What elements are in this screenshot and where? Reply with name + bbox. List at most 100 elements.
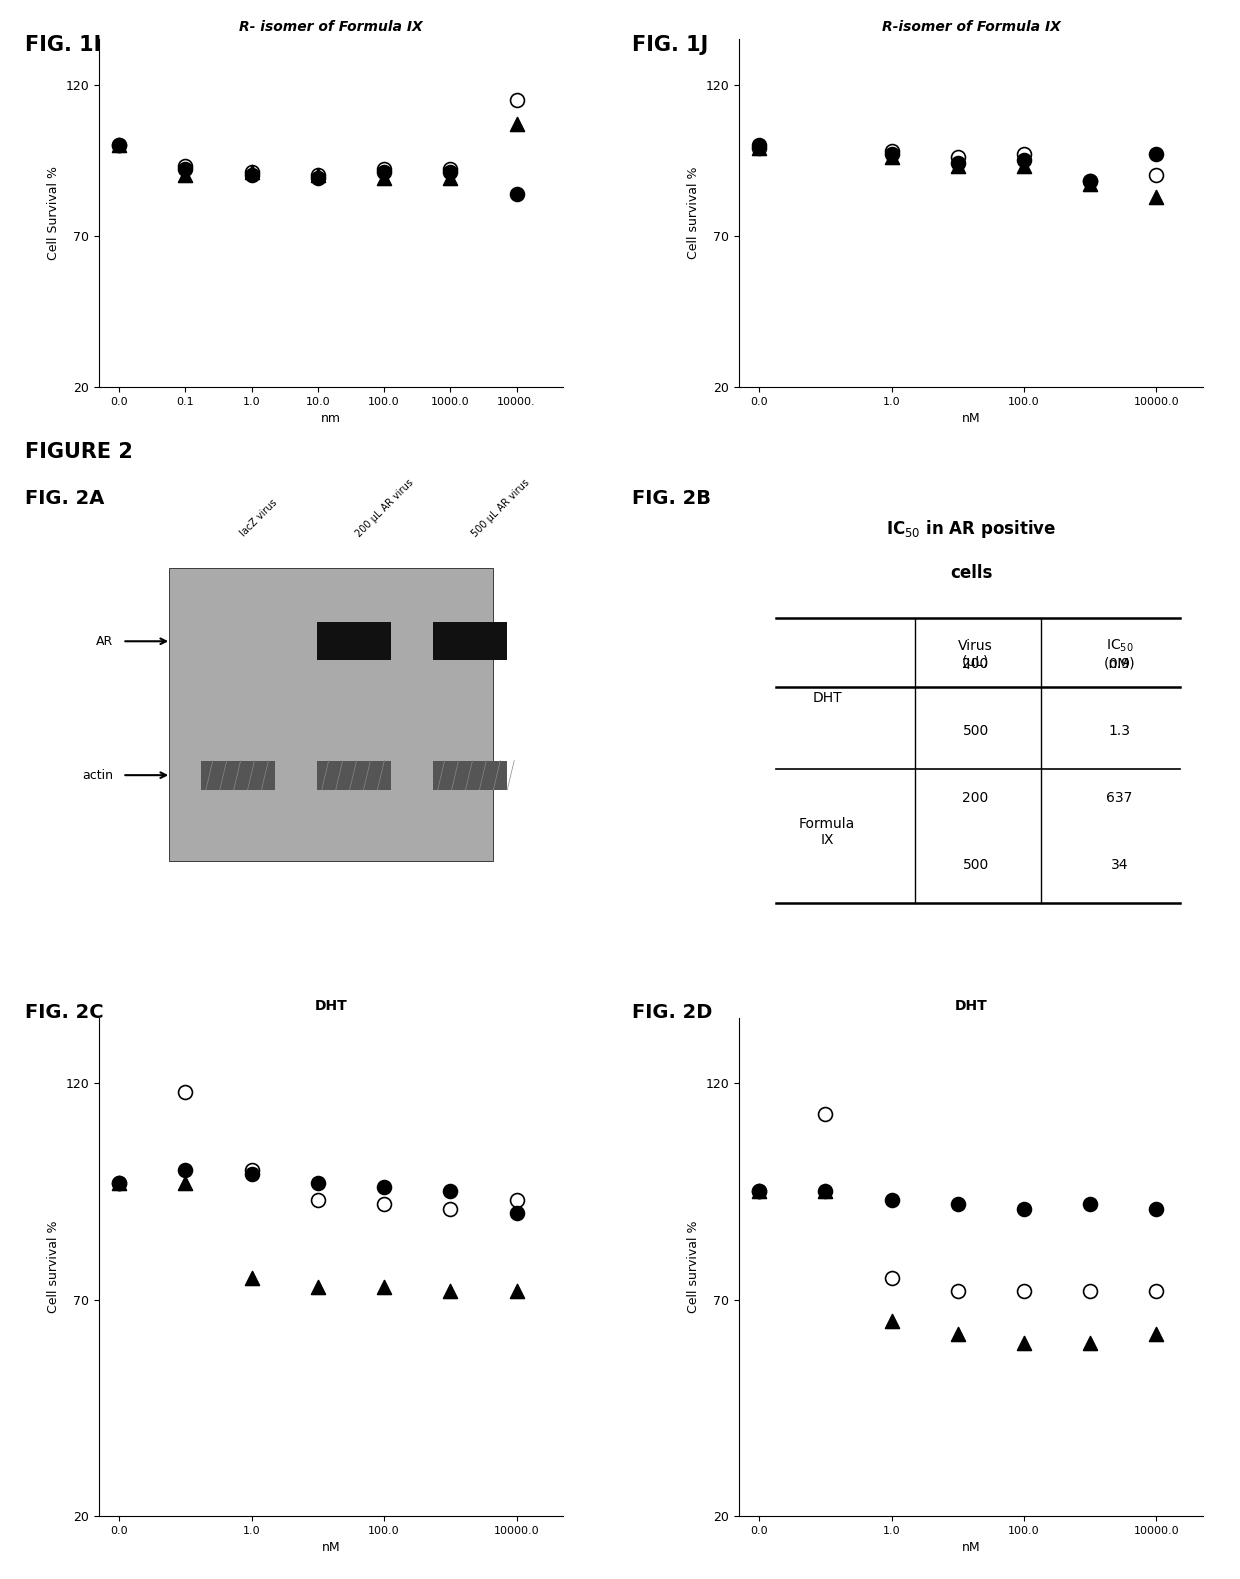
Point (1147, 1322, 1167, 1347)
Title: DHT: DHT (315, 1000, 347, 1014)
Point (374, 166, 394, 191)
X-axis label: nM: nM (962, 1541, 981, 1554)
Text: AR: AR (95, 635, 113, 647)
Point (176, 153, 196, 178)
Y-axis label: Cell survival %: Cell survival % (47, 1221, 61, 1314)
Text: FIG. 2D: FIG. 2D (632, 1003, 713, 1022)
Point (1014, 142, 1034, 167)
Point (1080, 169, 1100, 194)
Point (109, 133, 129, 158)
Point (507, 1187, 527, 1213)
Point (242, 1265, 262, 1290)
Point (749, 136, 769, 161)
Point (308, 1274, 327, 1300)
Point (109, 1170, 129, 1195)
Text: FIG. 2C: FIG. 2C (25, 1003, 103, 1022)
Point (374, 1175, 394, 1200)
Point (1147, 1197, 1167, 1222)
Point (507, 87, 527, 112)
Title: R-isomer of Formula IX: R-isomer of Formula IX (882, 21, 1060, 35)
Point (176, 156, 196, 182)
Text: 1.3: 1.3 (1109, 725, 1131, 739)
Point (440, 166, 460, 191)
Point (882, 142, 901, 167)
Point (308, 166, 327, 191)
X-axis label: nM: nM (321, 1541, 340, 1554)
Point (242, 159, 262, 185)
Text: lacZ virus: lacZ virus (238, 497, 279, 538)
Point (507, 1200, 527, 1225)
Text: 200 μL AR virus: 200 μL AR virus (355, 477, 415, 538)
Point (242, 163, 262, 188)
Point (374, 1192, 394, 1217)
Point (109, 133, 129, 158)
Point (816, 1180, 836, 1205)
Point (882, 1265, 901, 1290)
Point (882, 145, 901, 171)
Y-axis label: Cell survival %: Cell survival % (687, 167, 701, 259)
Point (947, 1322, 967, 1347)
Text: 500: 500 (962, 857, 988, 872)
FancyBboxPatch shape (317, 761, 392, 790)
Point (1014, 148, 1034, 174)
FancyBboxPatch shape (433, 761, 507, 790)
Text: 500 μL AR virus: 500 μL AR virus (470, 477, 532, 538)
Point (242, 159, 262, 185)
Text: Virus
(μL): Virus (μL) (959, 639, 993, 669)
Point (816, 1101, 836, 1126)
FancyBboxPatch shape (169, 568, 494, 861)
Point (176, 1170, 196, 1195)
Point (440, 159, 460, 185)
Text: IC$_{50}$
(nM): IC$_{50}$ (nM) (1104, 638, 1135, 669)
Point (882, 1187, 901, 1213)
Text: FIG. 2B: FIG. 2B (632, 489, 712, 508)
Point (1014, 1197, 1034, 1222)
Point (749, 1180, 769, 1205)
Point (1014, 1279, 1034, 1304)
Text: FIGURE 2: FIGURE 2 (25, 442, 133, 463)
Point (1147, 183, 1167, 208)
Point (507, 112, 527, 137)
FancyBboxPatch shape (201, 761, 275, 790)
Point (816, 1180, 836, 1205)
Point (109, 133, 129, 158)
Point (1147, 142, 1167, 167)
FancyBboxPatch shape (433, 622, 507, 660)
Point (1080, 172, 1100, 197)
Text: Formula
IX: Formula IX (799, 816, 856, 846)
Point (749, 1180, 769, 1205)
Text: 200: 200 (962, 791, 988, 805)
Point (308, 1187, 327, 1213)
Point (947, 150, 967, 175)
Point (109, 1170, 129, 1195)
Point (1080, 1192, 1100, 1217)
Point (882, 139, 901, 164)
Point (1014, 1330, 1034, 1355)
Point (440, 1279, 460, 1304)
Point (507, 1279, 527, 1304)
Point (749, 136, 769, 161)
Text: 0.9: 0.9 (1109, 657, 1131, 671)
Point (1080, 169, 1100, 194)
Point (308, 1170, 327, 1195)
Point (947, 145, 967, 171)
X-axis label: nm: nm (321, 412, 341, 425)
FancyBboxPatch shape (317, 622, 392, 660)
Point (176, 163, 196, 188)
Text: FIG. 1I: FIG. 1I (25, 35, 100, 55)
Point (176, 1080, 196, 1105)
Point (242, 1162, 262, 1187)
Point (242, 1157, 262, 1183)
Y-axis label: Cell survival %: Cell survival % (687, 1221, 701, 1314)
Text: actin: actin (82, 769, 113, 782)
Point (1080, 1330, 1100, 1355)
Point (1147, 163, 1167, 188)
Title: R- isomer of Formula IX: R- isomer of Formula IX (239, 21, 423, 35)
Point (1014, 153, 1034, 178)
Y-axis label: Cell Survival %: Cell Survival % (47, 166, 61, 261)
Point (308, 163, 327, 188)
Title: DHT: DHT (955, 1000, 987, 1014)
Point (176, 1157, 196, 1183)
Point (440, 156, 460, 182)
Point (374, 156, 394, 182)
